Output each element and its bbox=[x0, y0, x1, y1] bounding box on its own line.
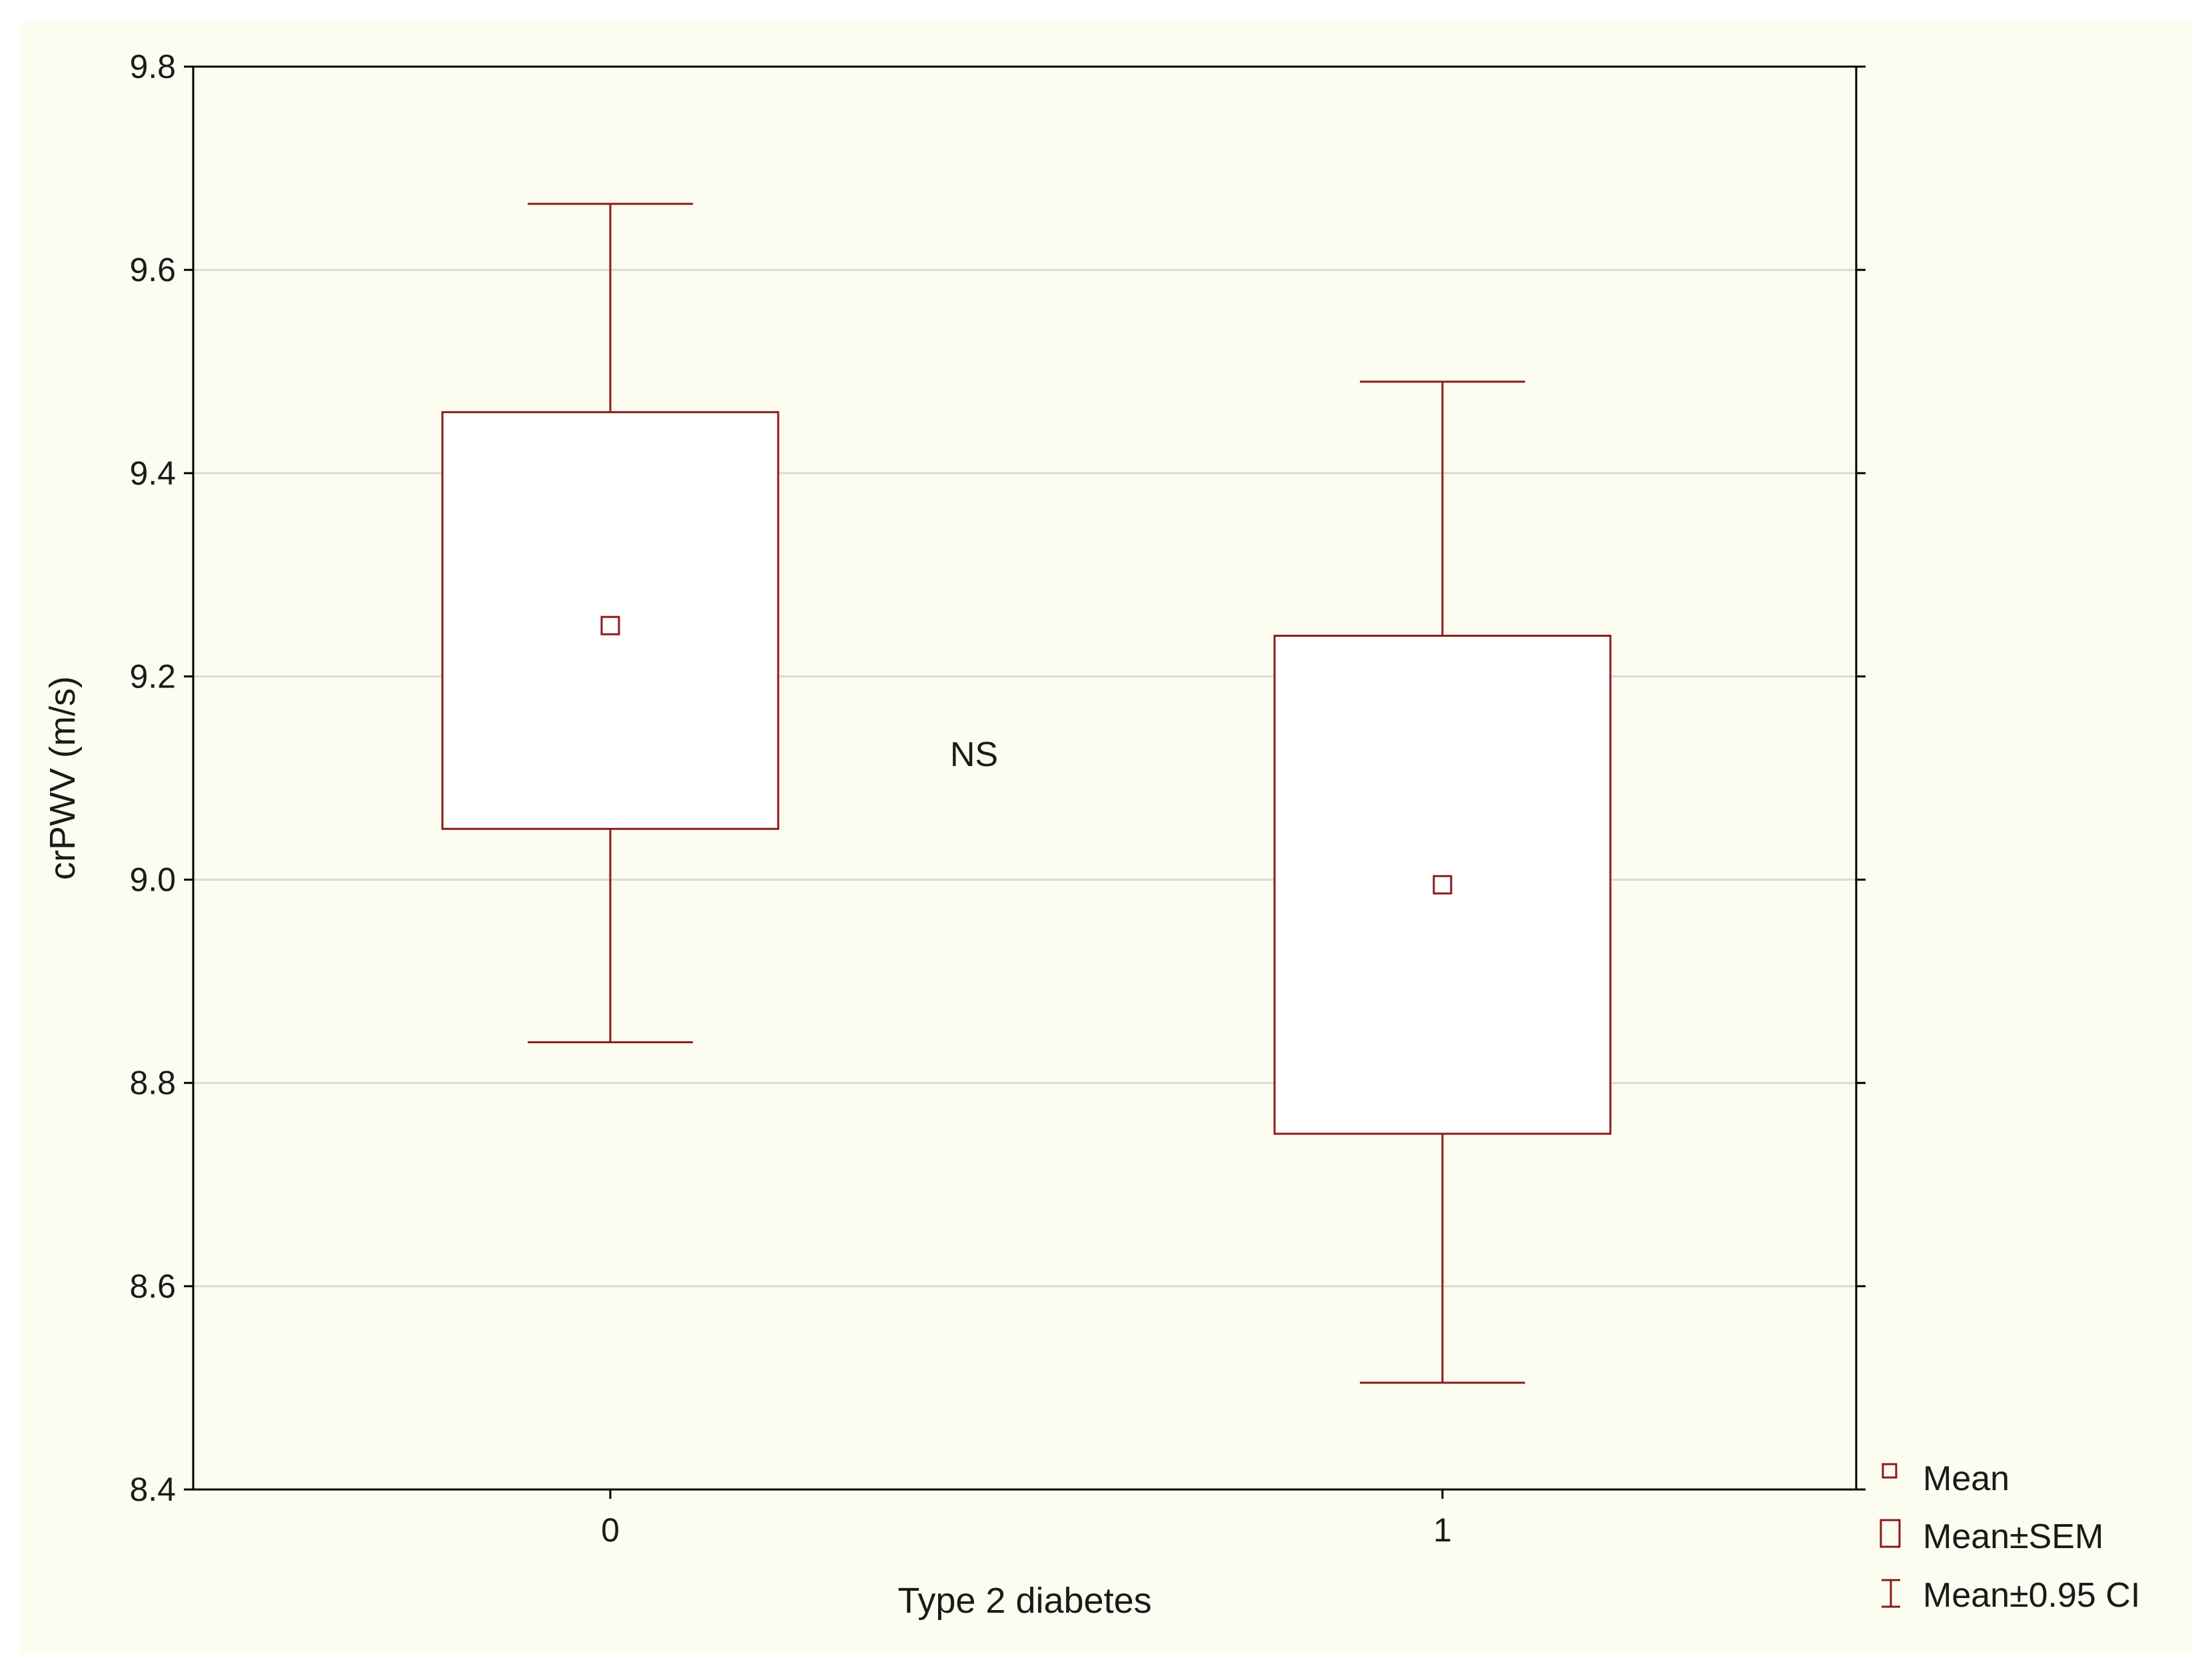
sem-box bbox=[441, 411, 780, 830]
y-tick-label: 8.6 bbox=[129, 1268, 176, 1305]
box-marks bbox=[441, 203, 1612, 1384]
significance-annotation: NS bbox=[950, 735, 998, 774]
mean-marker bbox=[1432, 875, 1452, 895]
box-group-0 bbox=[441, 203, 780, 1044]
x-tick-label: 0 bbox=[601, 1511, 620, 1549]
legend: Mean Mean±SEM Mean±0.95 CI bbox=[1880, 1460, 2140, 1615]
legend-ci-label: Mean±0.95 CI bbox=[1923, 1576, 2140, 1615]
figure-background bbox=[20, 21, 2193, 1653]
y-tick-label: 8.4 bbox=[129, 1471, 176, 1508]
y-tick-label: 9.8 bbox=[129, 48, 176, 85]
y-axis-title: crPWV (m/s) bbox=[43, 676, 83, 880]
y-tick-label: 8.8 bbox=[129, 1064, 176, 1102]
mean-marker bbox=[600, 616, 620, 635]
y-tick-label: 9.2 bbox=[129, 657, 176, 695]
legend-mean-marker bbox=[1882, 1463, 1898, 1479]
legend-sem-label: Mean±SEM bbox=[1923, 1517, 2103, 1556]
y-tick-label: 9.4 bbox=[129, 454, 176, 492]
legend-ci-marker bbox=[1882, 1579, 1900, 1608]
legend-mean-label: Mean bbox=[1923, 1460, 2009, 1498]
x-axis-title: Type 2 diabetes bbox=[897, 1581, 1151, 1621]
y-tick-label: 9.0 bbox=[129, 861, 176, 899]
plot-area-frame bbox=[192, 65, 1858, 1491]
x-tick-label: 1 bbox=[1433, 1511, 1452, 1549]
y-axis-ticks: 9.8 9.6 9.4 9.2 9.0 8.8 8.6 8.4 bbox=[129, 48, 1866, 1508]
box-group-1 bbox=[1273, 380, 1612, 1384]
sem-box bbox=[1273, 634, 1612, 1135]
legend-sem-marker bbox=[1880, 1519, 1901, 1548]
y-tick-label: 9.6 bbox=[129, 251, 176, 288]
